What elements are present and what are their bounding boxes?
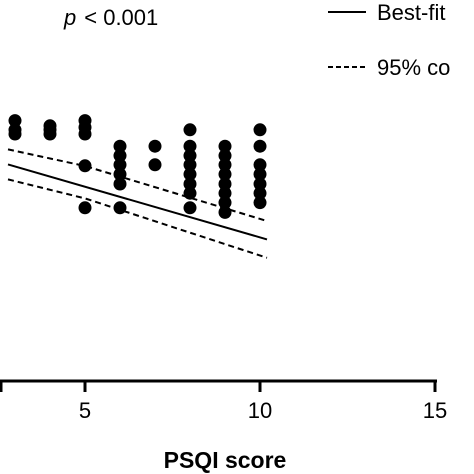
data-point	[113, 139, 127, 153]
x-tick-label: 5	[79, 398, 91, 423]
data-point	[148, 139, 162, 153]
data-point	[253, 167, 267, 181]
legend-label-best-fit: Best-fit	[377, 0, 445, 25]
data-point	[113, 149, 127, 163]
ci-upper-line	[7, 148, 268, 222]
data-point	[253, 158, 267, 172]
data-point	[253, 186, 267, 200]
data-point	[183, 149, 197, 163]
p-symbol: p	[63, 5, 76, 30]
data-point	[218, 186, 232, 200]
x-tick-label: 15	[423, 398, 447, 423]
data-point	[218, 177, 232, 191]
data-point	[113, 167, 127, 181]
data-point	[253, 139, 267, 153]
data-point	[183, 167, 197, 181]
data-point	[8, 114, 22, 128]
data-point	[113, 177, 127, 191]
x-ticks: 5 10 15	[0, 381, 447, 423]
data-point	[183, 177, 197, 191]
data-point	[218, 196, 232, 210]
data-point	[218, 149, 232, 163]
data-point	[78, 201, 92, 215]
data-point	[183, 158, 197, 172]
p-value-annotation: p < 0.001	[63, 5, 158, 30]
p-value-text: < 0.001	[84, 5, 158, 30]
data-points	[8, 114, 267, 219]
data-point	[218, 158, 232, 172]
data-point	[8, 127, 22, 141]
data-point	[78, 159, 92, 173]
x-axis: 5 10 15	[0, 379, 447, 423]
data-point	[183, 201, 197, 215]
data-point	[218, 139, 232, 153]
data-point	[113, 201, 127, 215]
data-point	[253, 196, 267, 210]
fit-lines	[7, 148, 268, 259]
data-point	[253, 123, 267, 137]
data-point	[218, 205, 232, 219]
data-point	[78, 127, 92, 141]
x-tick-label: 10	[248, 398, 272, 423]
data-point	[253, 177, 267, 191]
data-point	[113, 158, 127, 172]
data-point	[183, 186, 197, 200]
x-axis-title: PSQI score	[164, 447, 287, 473]
data-point	[183, 123, 197, 137]
legend-label-ci: 95% co	[377, 55, 450, 80]
data-point	[43, 127, 57, 141]
legend: Best-fit 95% co	[328, 0, 450, 80]
data-point	[148, 158, 162, 172]
best-fit-line	[7, 163, 268, 241]
data-point	[218, 167, 232, 181]
data-point	[183, 139, 197, 153]
